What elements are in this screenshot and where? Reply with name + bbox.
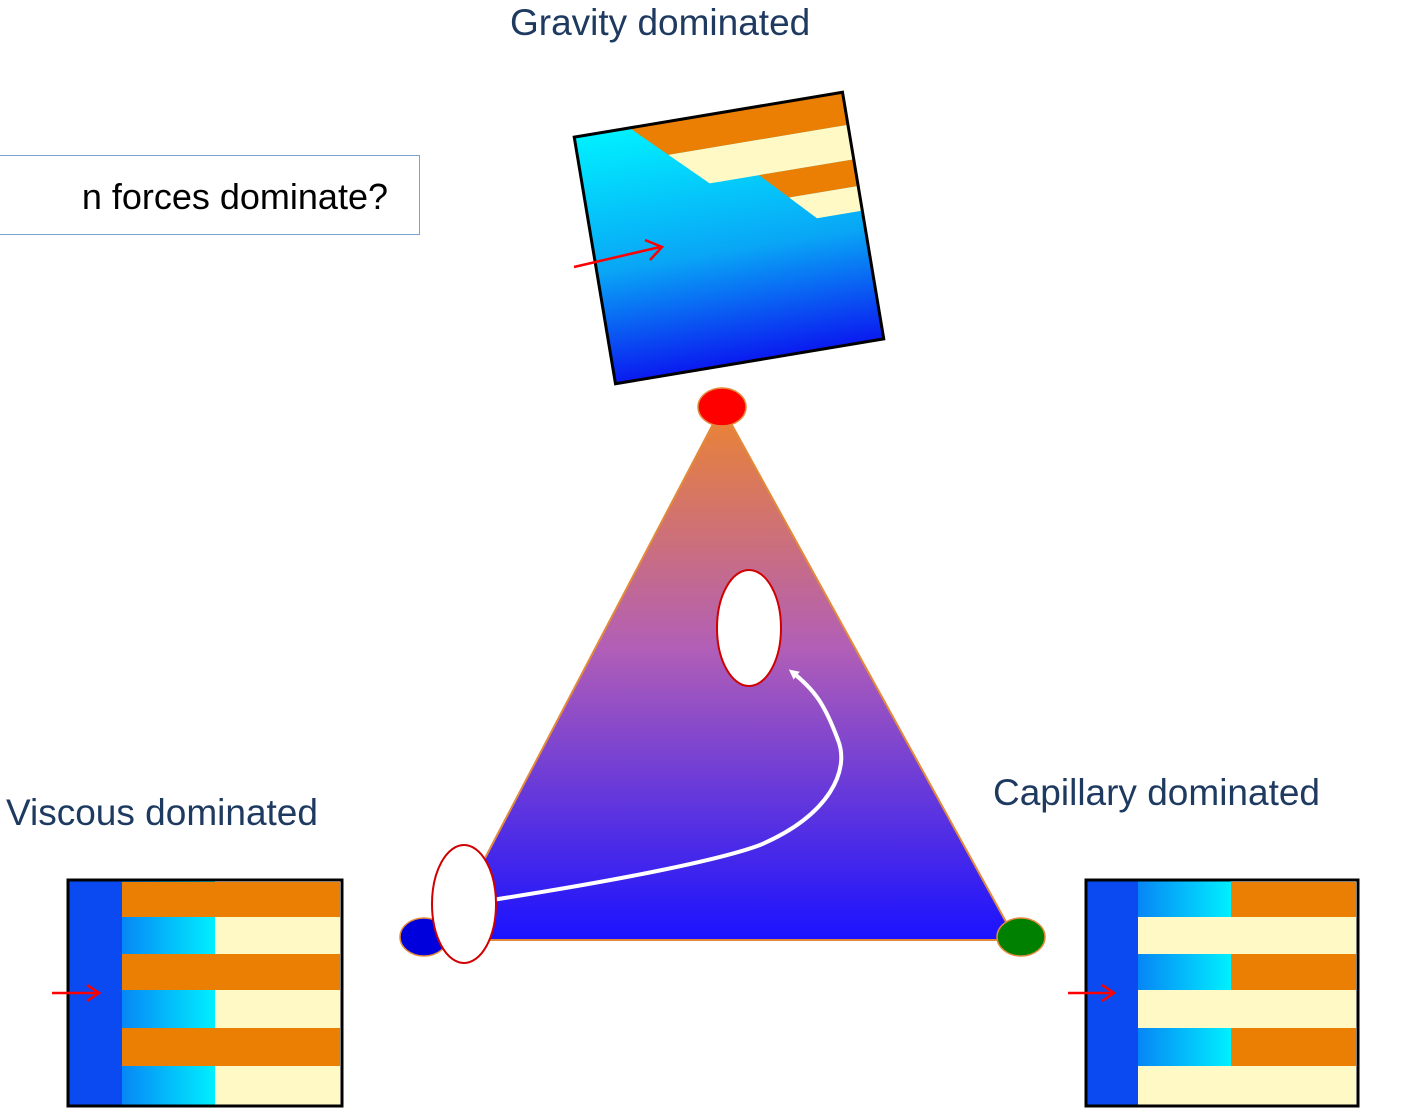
gravity-box bbox=[572, 90, 886, 386]
capillary-oil-layer bbox=[1231, 1028, 1356, 1066]
capillary-water-layer bbox=[1138, 990, 1356, 1028]
gravity-water-layer bbox=[668, 124, 854, 184]
viscous-oil-layer bbox=[122, 954, 340, 990]
question-text: n forces dominate? bbox=[81, 176, 388, 217]
viscous-inject-arrow bbox=[52, 983, 102, 1003]
transition-arrow bbox=[491, 669, 844, 902]
gravity-inject-arrow bbox=[573, 238, 665, 269]
capillary-inject-arrow bbox=[1068, 983, 1117, 1003]
capillary-water-layer bbox=[1138, 917, 1356, 954]
viscous-water-layer bbox=[215, 917, 340, 954]
viscous-oil-layer bbox=[122, 882, 340, 917]
gravity-vertex-dot bbox=[697, 387, 747, 427]
capillary-water-layer bbox=[1138, 1066, 1356, 1106]
gravity-oil-layer bbox=[759, 159, 859, 198]
viscous-box bbox=[66, 878, 344, 1108]
end-region-ellipse bbox=[716, 569, 782, 687]
gravity-oil-layer bbox=[629, 92, 848, 155]
gravity-dominated-label: Gravity dominated bbox=[510, 2, 811, 43]
capillary-vertex-dot bbox=[996, 917, 1046, 957]
viscous-water-layer bbox=[215, 990, 340, 1028]
capillary-oil-layer bbox=[1231, 882, 1356, 917]
viscous-dominated-label: Viscous dominated bbox=[6, 792, 318, 833]
viscous-oil-layer bbox=[122, 1028, 340, 1066]
capillary-oil-layer bbox=[1231, 954, 1356, 990]
start-region-ellipse bbox=[431, 844, 497, 964]
gravity-water-layer bbox=[789, 185, 863, 219]
question-box: n forces dominate? bbox=[0, 155, 420, 235]
capillary-box bbox=[1084, 878, 1360, 1108]
viscous-water-layer bbox=[215, 1066, 340, 1106]
capillary-dominated-label: Capillary dominated bbox=[993, 772, 1321, 813]
